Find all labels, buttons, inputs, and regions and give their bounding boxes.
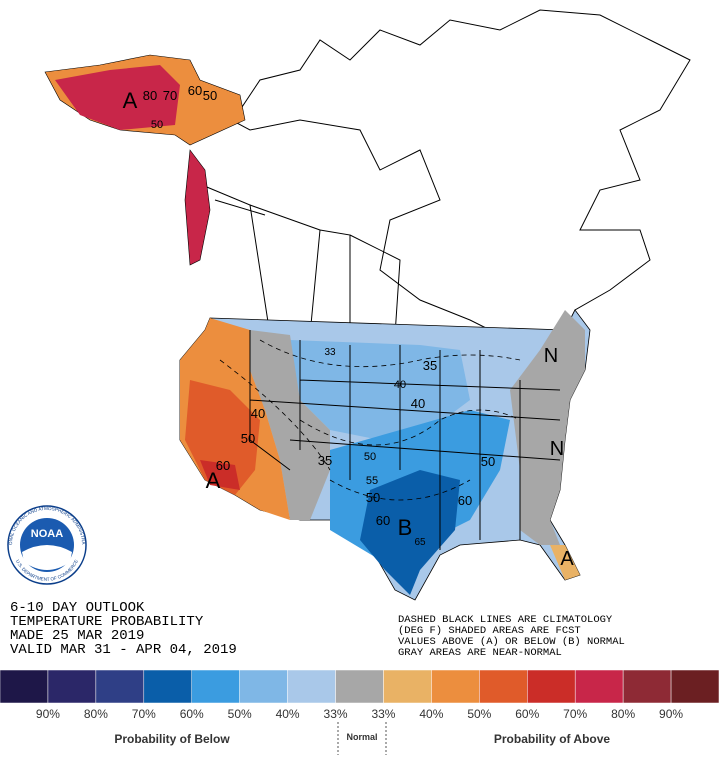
note-line: DASHED BLACK LINES ARE CLIMATOLOGY [398, 614, 613, 626]
east-normal [510, 310, 585, 545]
legend-label: 90% [36, 707, 60, 721]
map-label: 40 [411, 396, 425, 411]
state-lines [249, 330, 561, 550]
legend-swatch [670, 669, 719, 704]
north-central-40 [290, 340, 470, 440]
map-label: 50 [481, 454, 495, 469]
legend-label: 50% [467, 707, 491, 721]
legend-swatch [0, 669, 49, 704]
map-label: 50 [366, 490, 380, 505]
title-line: TEMPERATURE PROBABILITY [10, 614, 204, 630]
legend: 90% 80% 70% 60% 50% 40% 33% 33% 40% 50% 60% 70% 80% 9… [0, 669, 719, 755]
note-block: DASHED BLACK LINES ARE CLIMATOLOGY(DEG F… [398, 614, 625, 659]
legend-label: 80% [84, 707, 108, 721]
legend-label: 60% [515, 707, 539, 721]
legend-label: 33% [324, 707, 348, 721]
legend-swatch [527, 669, 576, 704]
map-label: A [560, 548, 574, 570]
map-label: 40 [394, 379, 406, 391]
alaska-strong-above [55, 65, 180, 130]
logo-text: NOAA [31, 528, 63, 540]
legend-swatch [191, 669, 240, 704]
legend-swatch [622, 669, 672, 704]
legend-swatch [287, 669, 336, 704]
legend-label: 50% [228, 707, 252, 721]
map-label: 50 [241, 431, 255, 446]
map-label: 60 [376, 513, 390, 528]
title-line: VALID MAR 31 - APR 04, 2019 [10, 642, 237, 658]
climatology-lines [219, 339, 521, 501]
map-label: 50 [151, 119, 163, 131]
rockies-normal [250, 330, 330, 520]
map-label: 55 [366, 475, 378, 487]
legend-label: 90% [659, 707, 683, 721]
map-label: 50 [364, 451, 376, 463]
legend-label: 40% [276, 707, 300, 721]
map-label: N [544, 345, 558, 367]
map-label: A [123, 88, 138, 113]
map-label: 40 [251, 406, 265, 421]
legend-swatch [479, 669, 528, 704]
legend-label: 33% [371, 707, 395, 721]
map-label: 35 [318, 453, 332, 468]
legend-swatch [239, 669, 288, 704]
legend-label: 70% [132, 707, 156, 721]
above-title: Probability of Above [494, 732, 611, 746]
logo-gull [22, 545, 72, 570]
legend-swatch [95, 669, 145, 704]
west-above-70 [200, 460, 240, 490]
title-line: 6-10 DAY OUTLOOK [10, 600, 145, 616]
province-lines [189, 179, 401, 336]
legend-swatch [335, 669, 384, 704]
map-label: 60 [458, 493, 472, 508]
legend-swatch [431, 669, 480, 704]
legend-swatch [383, 669, 432, 704]
canada-outline [184, 9, 691, 336]
legend-label: 60% [180, 707, 204, 721]
normal-title: Normal [346, 732, 377, 742]
below-title: Probability of Below [114, 732, 230, 746]
map [44, 9, 691, 601]
alaska-panhandle [184, 149, 211, 266]
map-label: 60 [188, 83, 202, 98]
legend-swatch [47, 669, 97, 704]
legend-label: 80% [611, 707, 635, 721]
south-central-60 [360, 470, 460, 595]
florida-above [550, 545, 580, 580]
legend-swatch [143, 669, 192, 704]
note-line: (DEG F) SHADED AREAS ARE FCST [398, 625, 581, 637]
legend-label: 40% [419, 707, 443, 721]
map-label: 35 [423, 358, 437, 373]
legend-swatch [574, 669, 624, 704]
map-label: 65 [414, 537, 426, 548]
map-label: 80 [143, 88, 157, 103]
map-label: B [398, 515, 413, 540]
note-line: VALUES ABOVE (A) OR BELOW (B) NORMAL [398, 636, 625, 648]
map-label: 50 [203, 88, 217, 103]
map-label: N [550, 438, 564, 460]
map-label: 33 [324, 347, 336, 358]
legend-label: 70% [563, 707, 587, 721]
map-label: A [206, 468, 221, 493]
title-line: MADE 25 MAR 2019 [10, 628, 144, 644]
map-label: 60 [216, 458, 230, 473]
note-line: GRAY AREAS ARE NEAR-NORMAL [398, 647, 562, 659]
map-label: 70 [163, 88, 177, 103]
